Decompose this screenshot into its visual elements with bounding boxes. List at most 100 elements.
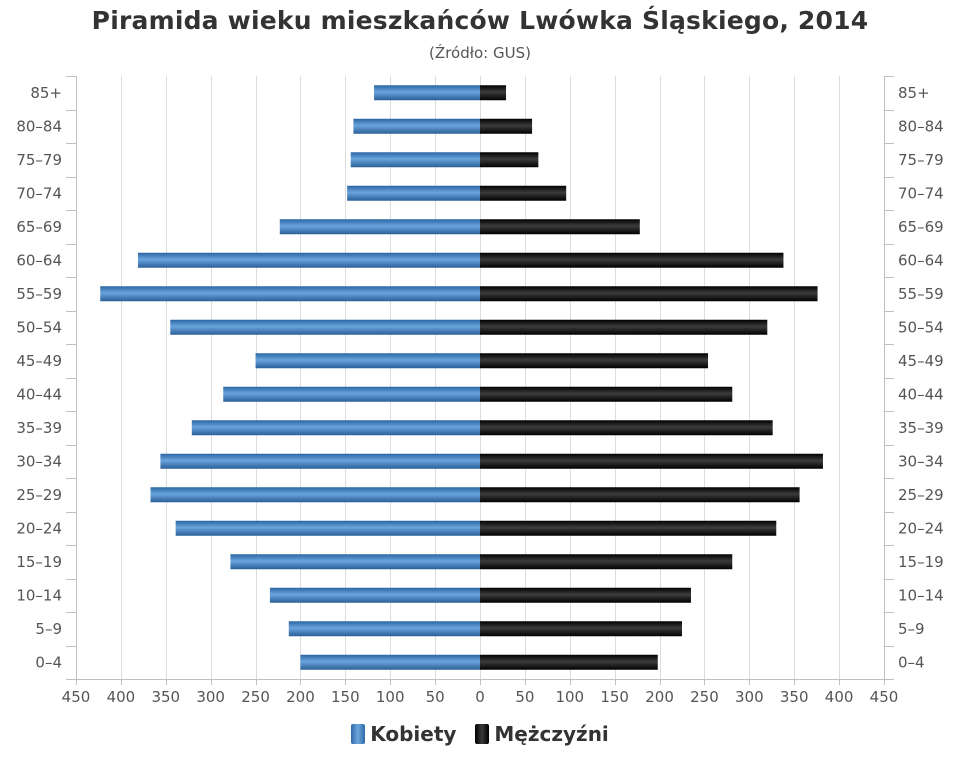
x-tick-label: 200: [286, 688, 315, 706]
bar-male: [480, 286, 818, 302]
y-tick-label-right: 15–19: [898, 553, 944, 571]
bar-female: [353, 118, 480, 134]
bar-female: [191, 420, 480, 436]
y-tick-label-left: 30–34: [16, 452, 62, 470]
bar-female: [137, 252, 481, 268]
legend-item-male[interactable]: Mężczyźni: [475, 722, 609, 746]
x-tick-label: 0: [475, 688, 485, 706]
y-tick-label-right: 65–69: [898, 218, 944, 236]
y-tick-label-right: 70–74: [898, 184, 944, 202]
y-tick-label-left: 85+: [30, 84, 62, 102]
y-tick-label-left: 45–49: [16, 352, 62, 370]
y-tick-label-right: 50–54: [898, 318, 944, 336]
bar-male: [480, 252, 784, 268]
y-tick-label-right: 85+: [898, 84, 930, 102]
y-tick-label-left: 50–54: [16, 318, 62, 336]
y-tick-label-right: 80–84: [898, 117, 944, 135]
bar-female: [300, 654, 480, 670]
bar-female: [255, 353, 480, 369]
bar-male: [480, 520, 777, 536]
y-tick-label-right: 45–49: [898, 352, 944, 370]
y-tick-label-right: 25–29: [898, 486, 944, 504]
legend: Kobiety Mężczyźni: [0, 722, 960, 749]
bar-male: [480, 621, 682, 637]
x-tick-label: 350: [151, 688, 180, 706]
y-tick-label-left: 60–64: [16, 251, 62, 269]
y-tick-label-left: 65–69: [16, 218, 62, 236]
bar-male: [480, 319, 768, 335]
y-tick-label-right: 60–64: [898, 251, 944, 269]
x-tick-label: 450: [870, 688, 899, 706]
bar-female: [223, 386, 481, 402]
legend-label-female: Kobiety: [370, 722, 457, 746]
y-tick-label-right: 35–39: [898, 419, 944, 437]
y-tick-label-right: 5–9: [898, 620, 925, 638]
bar-male: [480, 353, 709, 369]
bar-female: [175, 520, 481, 536]
chart-title: Piramida wieku mieszkańców Lwówka Śląski…: [91, 6, 869, 35]
y-tick-label-left: 80–84: [16, 117, 62, 135]
x-tick-label: 200: [645, 688, 674, 706]
bar-female: [230, 554, 480, 570]
legend-swatch-female: [351, 724, 366, 744]
x-tick-label: 300: [735, 688, 764, 706]
y-tick-label-left: 20–24: [16, 519, 62, 537]
x-tick-label: 100: [376, 688, 405, 706]
bar-female: [374, 85, 480, 101]
bar-female: [100, 286, 481, 302]
y-tick-label-right: 40–44: [898, 385, 944, 403]
legend-label-male: Mężczyźni: [494, 722, 609, 746]
chart-subtitle: (Źródło: GUS): [429, 44, 531, 62]
legend-swatch-male: [475, 724, 490, 744]
x-tick-label: 350: [780, 688, 809, 706]
y-tick-label-right: 75–79: [898, 151, 944, 169]
y-tick-label-left: 75–79: [16, 151, 62, 169]
bar-male: [480, 386, 733, 402]
y-tick-label-left: 15–19: [16, 553, 62, 571]
y-tick-label-right: 55–59: [898, 285, 944, 303]
y-tick-label-left: 35–39: [16, 419, 62, 437]
y-tick-label-left: 10–14: [16, 586, 62, 604]
y-tick-label-right: 10–14: [898, 586, 944, 604]
x-tick-label: 250: [241, 688, 270, 706]
x-tick-label: 450: [62, 688, 91, 706]
legend-item-female[interactable]: Kobiety: [351, 722, 456, 746]
bar-female: [269, 587, 480, 603]
bar-male: [480, 152, 539, 168]
y-tick-label-left: 25–29: [16, 486, 62, 504]
bar-female: [288, 621, 480, 637]
bar-male: [480, 453, 823, 469]
bars: [100, 85, 823, 670]
y-tick-label-right: 0–4: [898, 653, 925, 671]
bar-male: [480, 487, 800, 503]
bar-male: [480, 554, 733, 570]
x-tick-label: 400: [825, 688, 854, 706]
y-tick-label-left: 0–4: [35, 653, 62, 671]
x-tick-label: 250: [690, 688, 719, 706]
bar-female: [150, 487, 480, 503]
bar-male: [480, 185, 567, 201]
y-tick-label-left: 5–9: [35, 620, 62, 638]
bar-female: [160, 453, 480, 469]
x-tick-label: 400: [107, 688, 136, 706]
bar-female: [347, 185, 480, 201]
y-tick-label-right: 20–24: [898, 519, 944, 537]
y-tick-label-right: 30–34: [898, 452, 944, 470]
x-tick-label: 300: [196, 688, 225, 706]
y-tick-label-left: 70–74: [16, 184, 62, 202]
bar-female: [350, 152, 480, 168]
bar-male: [480, 587, 691, 603]
bar-male: [480, 85, 507, 101]
y-tick-label-left: 40–44: [16, 385, 62, 403]
bar-male: [480, 118, 533, 134]
x-tick-label: 50: [426, 688, 445, 706]
x-tick-label: 150: [331, 688, 360, 706]
axes: 0–4 0–4 5–9 5–9 10–14 10–14 15–19 15–19 20–24 20–…: [16, 76, 944, 706]
x-tick-label: 150: [600, 688, 629, 706]
bar-male: [480, 654, 658, 670]
y-tick-label-left: 55–59: [16, 285, 62, 303]
bar-female: [279, 219, 480, 235]
bar-female: [170, 319, 480, 335]
x-tick-label: 50: [515, 688, 534, 706]
